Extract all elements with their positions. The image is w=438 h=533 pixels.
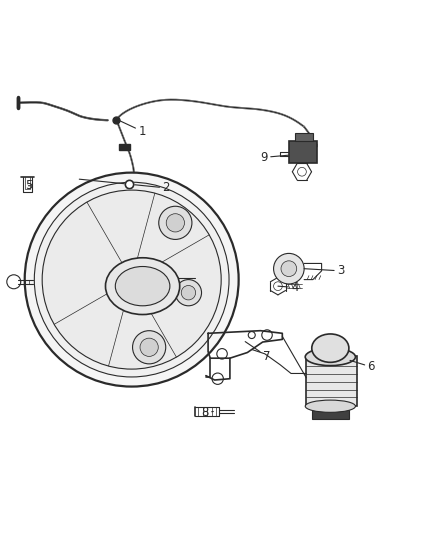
Circle shape [281,261,297,277]
Bar [295,133,313,141]
Text: 7: 7 [245,342,270,362]
Bar [289,141,317,163]
Circle shape [159,206,192,239]
Bar [119,144,131,150]
Circle shape [25,173,239,386]
Circle shape [140,338,158,357]
Text: 9: 9 [261,151,289,164]
Text: 3: 3 [304,264,344,277]
Circle shape [133,330,166,364]
Circle shape [175,280,201,306]
Text: 1: 1 [118,120,146,138]
Bar [306,356,357,406]
Circle shape [34,182,229,377]
Circle shape [166,214,184,232]
Text: 2: 2 [79,179,170,195]
Ellipse shape [305,400,356,413]
Ellipse shape [305,348,356,366]
Ellipse shape [115,266,170,306]
Text: 5: 5 [25,179,32,192]
Text: 6: 6 [350,360,375,374]
Text: 4: 4 [278,281,299,294]
Ellipse shape [312,334,349,362]
Circle shape [274,253,304,284]
Text: 8: 8 [201,406,213,419]
Circle shape [181,286,196,300]
Ellipse shape [106,258,180,314]
Circle shape [42,190,221,369]
Bar [312,405,349,419]
